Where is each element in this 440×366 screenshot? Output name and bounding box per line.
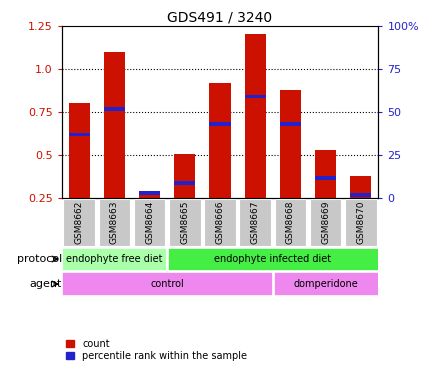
Bar — [139, 191, 160, 195]
Bar — [174, 154, 195, 198]
Text: endophyte infected diet: endophyte infected diet — [214, 254, 331, 264]
Bar — [245, 34, 266, 198]
FancyBboxPatch shape — [63, 199, 95, 246]
Legend: count, percentile rank within the sample: count, percentile rank within the sample — [66, 339, 247, 361]
Text: control: control — [150, 279, 184, 289]
Text: protocol: protocol — [17, 254, 62, 264]
FancyBboxPatch shape — [169, 199, 201, 246]
Bar — [280, 90, 301, 198]
Text: agent: agent — [29, 279, 62, 289]
Bar — [350, 176, 371, 198]
FancyBboxPatch shape — [310, 199, 341, 246]
Bar — [209, 83, 231, 198]
FancyBboxPatch shape — [62, 273, 272, 295]
FancyBboxPatch shape — [239, 199, 271, 246]
FancyBboxPatch shape — [204, 199, 236, 246]
FancyBboxPatch shape — [168, 247, 378, 270]
FancyBboxPatch shape — [345, 199, 377, 246]
Text: GSM8662: GSM8662 — [75, 201, 84, 244]
Bar — [104, 107, 125, 111]
Text: endophyte free diet: endophyte free diet — [66, 254, 163, 264]
FancyBboxPatch shape — [62, 247, 166, 270]
Bar — [69, 132, 90, 137]
Title: GDS491 / 3240: GDS491 / 3240 — [168, 11, 272, 25]
Bar — [245, 94, 266, 98]
FancyBboxPatch shape — [275, 199, 306, 246]
Text: GSM8663: GSM8663 — [110, 201, 119, 244]
Bar — [139, 191, 160, 198]
Text: GSM8665: GSM8665 — [180, 201, 189, 244]
Text: domperidone: domperidone — [293, 279, 358, 289]
Bar — [209, 122, 231, 126]
Bar — [350, 193, 371, 197]
FancyBboxPatch shape — [99, 199, 130, 246]
Text: GSM8669: GSM8669 — [321, 201, 330, 244]
Text: GSM8664: GSM8664 — [145, 201, 154, 244]
Bar — [174, 181, 195, 185]
Bar — [69, 104, 90, 198]
Bar — [315, 150, 336, 198]
Text: GSM8668: GSM8668 — [286, 201, 295, 244]
Text: GSM8670: GSM8670 — [356, 201, 365, 244]
FancyBboxPatch shape — [134, 199, 165, 246]
FancyBboxPatch shape — [274, 273, 378, 295]
Text: GSM8666: GSM8666 — [216, 201, 224, 244]
Bar — [315, 176, 336, 180]
Text: GSM8667: GSM8667 — [251, 201, 260, 244]
Bar — [280, 122, 301, 126]
Bar — [104, 52, 125, 198]
